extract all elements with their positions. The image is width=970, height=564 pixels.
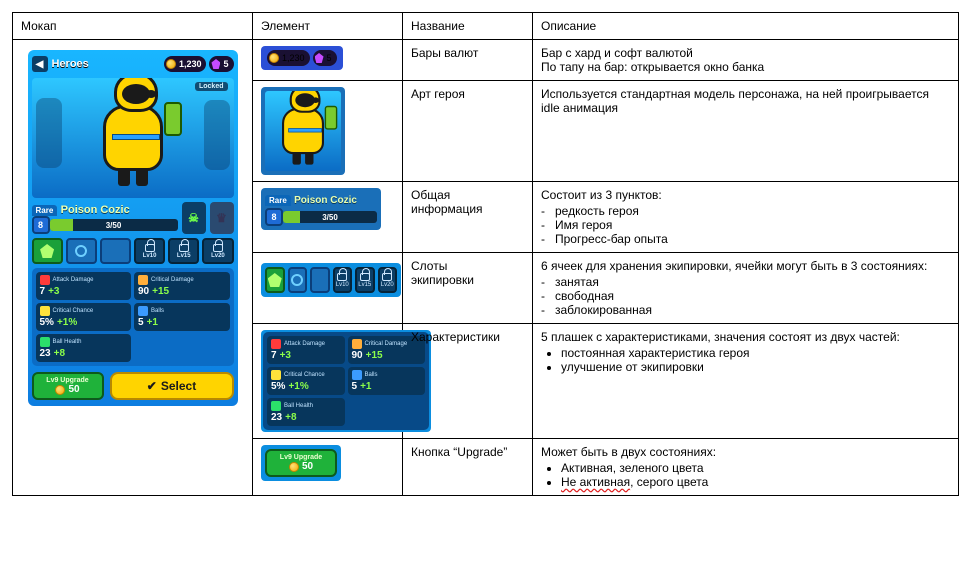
col-desc: Описание: [533, 13, 959, 40]
slot-free[interactable]: [66, 238, 97, 264]
hero-body: [103, 105, 163, 171]
stat-card: Balls5+1: [134, 303, 230, 331]
hero-art: Locked: [32, 78, 234, 198]
rarity-badge: Rare: [32, 205, 58, 216]
coin-icon: [166, 59, 176, 69]
hero-info: Rare Poison Cozic 8 3/50 ☠ ♛: [32, 202, 234, 234]
coin-icon: [269, 53, 279, 63]
name-heroart: Арт героя: [403, 81, 533, 182]
gems-pill[interactable]: 5: [209, 56, 233, 72]
crown-icon[interactable]: ♛: [210, 202, 234, 234]
stat-card: Critical Damage90+15: [134, 272, 230, 300]
element-thumb-heroart: [253, 81, 403, 182]
element-thumb-upgrade: Lv9 Upgrade 50: [253, 439, 403, 496]
spec-table: Мокап Элемент Название Описание ◀ Heroes…: [12, 12, 959, 496]
desc-info: Состоит из 3 пунктов: редкость героя Имя…: [533, 182, 959, 253]
gem-icon: [211, 59, 220, 69]
gem-icon: [315, 53, 324, 63]
desc-upgrade: Может быть в двух состояниях: Активная, …: [533, 439, 959, 496]
element-thumb-currency: 1,230 5: [253, 40, 403, 81]
screen-title: Heroes: [52, 58, 89, 70]
col-name: Название: [403, 13, 533, 40]
stat-icon: [138, 275, 148, 285]
coin-icon: [55, 385, 65, 395]
desc-stats: 5 плашек с характеристиками, значения со…: [533, 324, 959, 439]
element-thumb-stats: Attack Damage7+3 Critical Damage90+15 Cr…: [253, 324, 403, 439]
coins-pill[interactable]: 1,230: [164, 56, 207, 72]
level-badge: 8: [32, 216, 50, 234]
locked-badge: Locked: [195, 82, 228, 91]
slot-locked: Lv15: [168, 238, 199, 264]
stat-icon: [40, 306, 50, 316]
stat-icon: [40, 337, 50, 347]
desc-currency: Бар с хард и софт валютой По тапу на бар…: [533, 40, 959, 81]
slot-locked: Lv20: [202, 238, 233, 264]
name-currency: Бары валют: [403, 40, 533, 81]
slot-locked: Lv10: [134, 238, 165, 264]
equipment-slots: Lv10 Lv15 Lv20: [32, 238, 234, 264]
stat-card: Ball Health23+8: [36, 334, 132, 362]
row-currency: ◀ Heroes 1,230 5 Locked: [13, 40, 959, 81]
element-thumb-slots: Lv10 Lv15 Lv20: [253, 253, 403, 324]
col-element: Элемент: [253, 13, 403, 40]
name-slots: Слотыэкипировки: [403, 253, 533, 324]
element-thumb-info: Rare Poison Cozic 83/50: [253, 182, 403, 253]
slot-free[interactable]: [100, 238, 131, 264]
upgrade-button[interactable]: Lv9 Upgrade 50: [32, 372, 104, 400]
xp-bar: 3/50: [50, 219, 178, 231]
desc-slots: 6 ячеек для хранения экипировки, ячейки …: [533, 253, 959, 324]
stat-icon: [40, 275, 50, 285]
name-info: Общаяинформация: [403, 182, 533, 253]
hero-name: Poison Cozic: [61, 204, 130, 216]
skull-icon[interactable]: ☠: [182, 202, 206, 234]
header-row: Мокап Элемент Название Описание: [13, 13, 959, 40]
stat-card: Critical Chance5%+1%: [36, 303, 132, 331]
stat-card: Attack Damage7+3: [36, 272, 132, 300]
select-button[interactable]: ✔Select: [110, 372, 234, 400]
col-mockup: Мокап: [13, 13, 253, 40]
mockup-cell: ◀ Heroes 1,230 5 Locked: [13, 40, 253, 496]
name-upgrade: Кнопка “Upgrade”: [403, 439, 533, 496]
stat-icon: [138, 306, 148, 316]
currency-bar[interactable]: 1,230 5: [164, 56, 234, 72]
slot-busy[interactable]: [32, 238, 63, 264]
back-button[interactable]: ◀: [32, 56, 48, 72]
stats-panel: Attack Damage7+3 Critical Damage90+15 Cr…: [32, 268, 234, 366]
desc-heroart: Используется стандартная модель персонаж…: [533, 81, 959, 182]
game-mockup: ◀ Heroes 1,230 5 Locked: [28, 50, 238, 406]
